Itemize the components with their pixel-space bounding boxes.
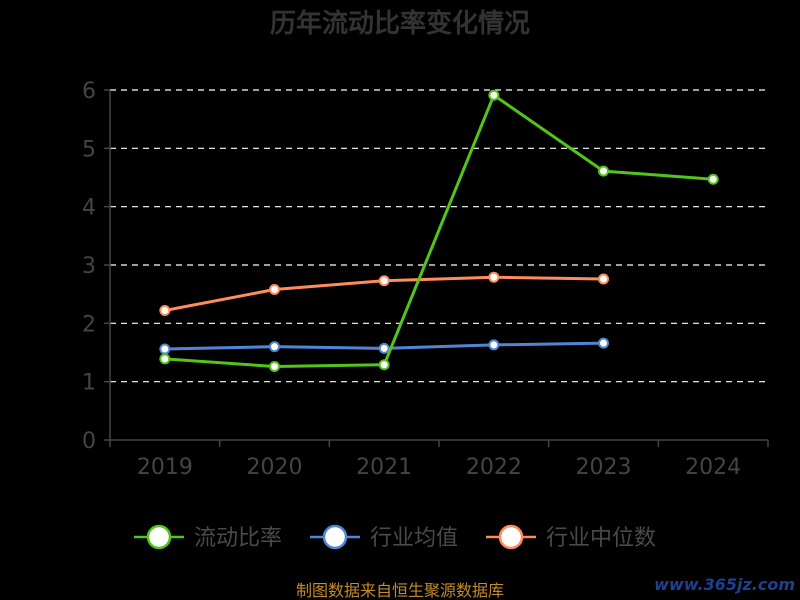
x-axis-ticks: 2019 2020 2021 2022 2023 2024: [137, 455, 741, 480]
data-point[interactable]: [159, 353, 171, 365]
source-note: 制图数据来自恒生聚源数据库: [296, 581, 504, 600]
y-axis-ticks: 0 1 2 3 4 5 6: [82, 79, 96, 454]
x-tick-label: 2021: [356, 455, 412, 480]
data-point[interactable]: [378, 275, 390, 287]
grid-lines: [110, 89, 768, 383]
series-1: [159, 337, 609, 355]
series-2: [159, 271, 609, 316]
data-point[interactable]: [488, 271, 500, 283]
series-0: [159, 89, 719, 372]
y-tick-label: 3: [82, 254, 96, 279]
y-tick-label: 1: [82, 371, 96, 396]
chart-title: 历年流动比率变化情况: [270, 8, 530, 39]
data-point[interactable]: [269, 341, 280, 353]
series-lines: [159, 89, 719, 372]
legend-marker: [322, 524, 348, 550]
y-tick-label: 5: [82, 137, 96, 162]
data-point[interactable]: [488, 339, 500, 351]
data-point[interactable]: [707, 173, 719, 185]
x-tick-label: 2019: [137, 455, 193, 480]
data-point[interactable]: [598, 165, 609, 177]
legend-marker: [146, 524, 172, 550]
legend-item[interactable]: 流动比率: [134, 524, 282, 551]
legend-item[interactable]: 行业中位数: [486, 524, 656, 551]
legend-marker: [498, 524, 524, 550]
axes: [104, 89, 769, 447]
y-tick-label: 6: [82, 79, 96, 104]
data-point[interactable]: [159, 305, 171, 316]
data-point[interactable]: [159, 343, 171, 355]
legend-item[interactable]: 行业均值: [310, 524, 458, 551]
data-point[interactable]: [378, 342, 390, 354]
data-point[interactable]: [269, 361, 280, 372]
x-tick-label: 2023: [576, 455, 632, 480]
x-tick-label: 2022: [466, 455, 522, 480]
data-point[interactable]: [598, 337, 609, 349]
y-tick-label: 2: [82, 312, 96, 337]
y-tick-label: 0: [82, 429, 96, 454]
data-point[interactable]: [488, 89, 500, 101]
watermark: www.365jz.com: [654, 575, 795, 594]
data-point[interactable]: [269, 284, 280, 295]
series-line: [164, 93, 714, 368]
legend-label: 流动比率: [194, 526, 282, 551]
data-point[interactable]: [378, 359, 390, 371]
legend-label: 行业中位数: [546, 526, 656, 551]
legend-label: 行业均值: [370, 526, 458, 551]
x-tick-label: 2020: [247, 455, 303, 480]
data-point[interactable]: [598, 273, 609, 285]
legend[interactable]: 流动比率 行业均值 行业中位数: [134, 524, 656, 551]
y-tick-label: 4: [82, 196, 96, 221]
x-tick-label: 2024: [685, 455, 741, 480]
